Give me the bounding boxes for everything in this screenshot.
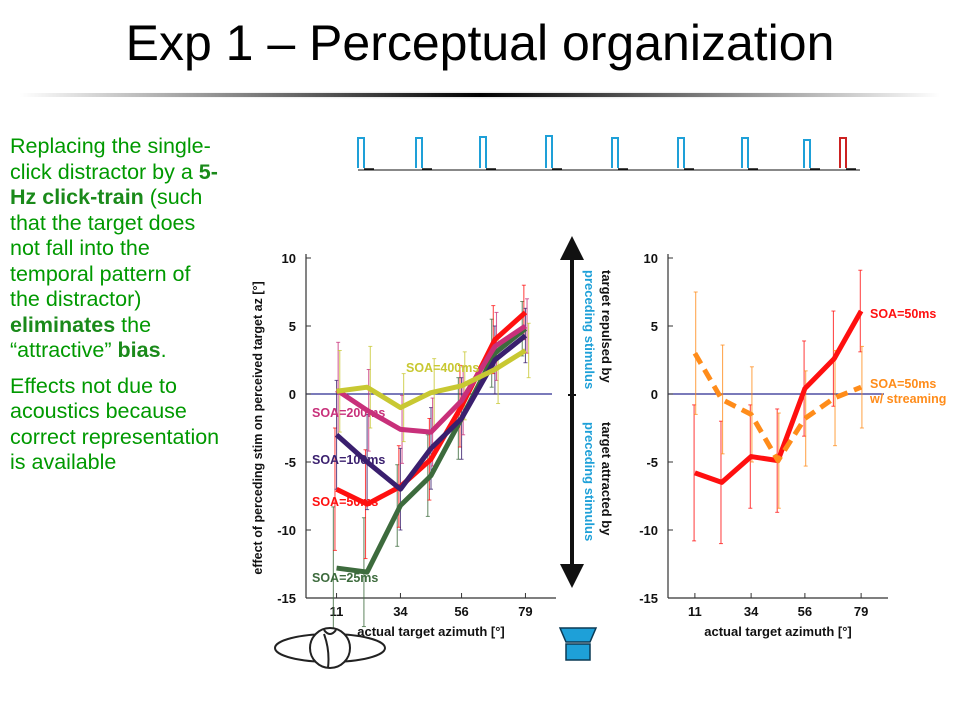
click-pulse bbox=[803, 139, 811, 168]
arrow-head-up bbox=[560, 236, 584, 260]
series-label-0: SOA=25ms bbox=[312, 571, 378, 585]
click-pulse bbox=[357, 137, 365, 168]
click-train-diagram bbox=[357, 135, 860, 171]
click-pulse bbox=[741, 137, 749, 168]
listener-head-icon bbox=[274, 627, 386, 669]
x-tick-label: 56 bbox=[454, 604, 468, 619]
y-tick-label: -15 bbox=[277, 591, 296, 606]
x-tick-label: 79 bbox=[854, 604, 868, 619]
loudspeaker-icon bbox=[558, 627, 598, 661]
body-text-run-5: bias bbox=[117, 338, 161, 362]
series-line-1 bbox=[692, 351, 863, 464]
series-line-0 bbox=[336, 326, 528, 575]
x-tick-label: 56 bbox=[798, 604, 812, 619]
y-tick-label: 0 bbox=[651, 387, 658, 402]
series-line-3 bbox=[335, 323, 527, 435]
body-text-run-4: the “attractive” bbox=[10, 312, 152, 363]
click-pulse bbox=[415, 137, 423, 168]
title-divider bbox=[20, 91, 940, 99]
body-paragraph-2: Effects not due to acoustics because cor… bbox=[10, 373, 220, 475]
click-pulse bbox=[677, 137, 685, 168]
series-line-1 bbox=[335, 310, 528, 507]
body-text-run-6: . bbox=[160, 338, 167, 362]
click-pulse bbox=[479, 136, 487, 168]
x-axis-label: actual target azimuth [°] bbox=[357, 624, 505, 639]
x-tick-label: 11 bbox=[688, 604, 702, 619]
y-tick-label: -5 bbox=[646, 455, 658, 470]
series-label-3: SOA=200ms bbox=[312, 406, 385, 420]
arrow-label-repulsed-stimulus: preceding stimulus bbox=[582, 270, 597, 389]
x-tick-label: 34 bbox=[393, 604, 408, 619]
series-label-1: SOA=50ms bbox=[312, 495, 378, 509]
y-axis-label: effect of perceding stim on perceived ta… bbox=[251, 281, 265, 574]
x-tick-label: 11 bbox=[330, 604, 344, 619]
y-tick-label: 5 bbox=[289, 319, 296, 334]
slide-title: Exp 1 – Perceptual organization bbox=[125, 15, 835, 71]
y-tick-label: -15 bbox=[639, 591, 658, 606]
body-text-run-1: 5-Hz click-train bbox=[10, 159, 218, 210]
x-tick-label: 34 bbox=[744, 604, 759, 619]
y-tick-label: 0 bbox=[289, 387, 296, 402]
series-line-2 bbox=[334, 333, 528, 492]
x-axis-label: actual target azimuth [°] bbox=[704, 624, 852, 639]
body-text-run-0: Replacing the single-click distractor by… bbox=[10, 134, 211, 184]
y-tick-label: 10 bbox=[282, 251, 296, 266]
y-tick-label: -5 bbox=[284, 455, 296, 470]
click-pulses bbox=[357, 135, 856, 170]
y-tick-label: -10 bbox=[639, 523, 658, 538]
series-line-4 bbox=[336, 348, 527, 411]
bias-direction-arrow: target repulsed by preceding stimulus ta… bbox=[560, 236, 614, 588]
arrow-label-attracted-stimulus: preceding stimulus bbox=[582, 422, 597, 541]
body-paragraph-1: Replacing the single-click distractor by… bbox=[10, 134, 222, 364]
series-label-1: SOA=50ms w/ streaming bbox=[869, 377, 946, 406]
click-pulse bbox=[611, 137, 619, 168]
y-tick-label: -10 bbox=[277, 523, 296, 538]
y-tick-label: 5 bbox=[651, 319, 658, 334]
y-tick-label: 10 bbox=[644, 251, 658, 266]
click-pulse bbox=[545, 135, 553, 168]
series-label-4: SOA=400ms bbox=[406, 361, 479, 375]
series-label-2: SOA=100ms bbox=[312, 453, 385, 467]
body-text-run-2: (such that the target does not fall into… bbox=[10, 185, 203, 311]
slide-body-text: Replacing the single-click distractor by… bbox=[10, 134, 222, 486]
body-text-run-3: eliminates bbox=[10, 312, 116, 337]
chart-left: 10 5 0 -5 -10 -15 11 34 56 79 actual target azimut… bbox=[251, 251, 556, 639]
series-label-0: SOA=50ms bbox=[870, 307, 936, 321]
x-tick-label: 79 bbox=[518, 604, 532, 619]
click-pulse bbox=[839, 137, 847, 168]
arrow-label-attracted: target attracted by bbox=[599, 422, 614, 536]
arrow-label-repulsed: target repulsed by bbox=[599, 270, 614, 383]
arrow-head-down bbox=[560, 564, 584, 588]
